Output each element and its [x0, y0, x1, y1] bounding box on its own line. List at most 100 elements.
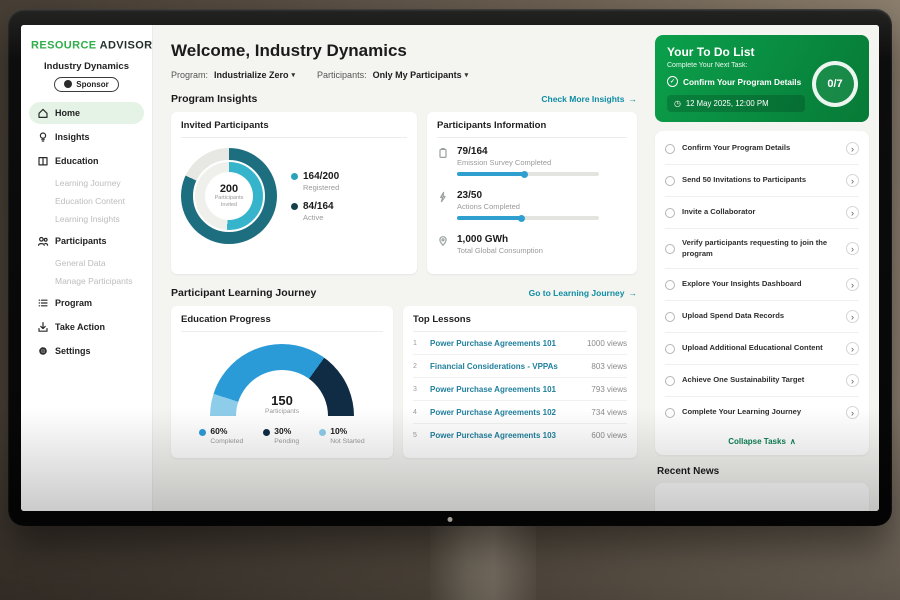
task-chevron-button[interactable]: ›	[846, 310, 859, 324]
task-chevron-button[interactable]: ›	[846, 278, 859, 292]
lesson-link[interactable]: Power Purchase Agreements 101	[430, 338, 556, 348]
home-icon	[37, 107, 49, 119]
task-checkbox[interactable]	[665, 243, 675, 254]
sidebar-item-label: Program	[55, 297, 93, 308]
go-to-learning-journey-link[interactable]: Go to Learning Journey →	[529, 288, 637, 298]
legend-item: 84/164 Active	[291, 201, 339, 222]
task-label: Achieve One Sustainability Target	[682, 375, 805, 385]
sidebar-item-learning-insights[interactable]: Learning Insights	[29, 210, 144, 228]
todo-summary-card: Your To Do List Complete Your Next Task:…	[655, 35, 869, 122]
sidebar-item-learning-journey[interactable]: Learning Journey	[29, 174, 144, 192]
task-chevron-button[interactable]: ›	[846, 374, 859, 388]
task-chevron-button[interactable]: ›	[846, 342, 859, 356]
legend-value: 84/164	[303, 200, 334, 212]
progress-track	[457, 170, 599, 178]
main-content: Welcome, Industry Dynamics Program: Indu…	[153, 25, 651, 511]
progress-fill-0	[457, 170, 529, 178]
stat-value: 1,000 GWh	[457, 234, 509, 245]
task-chevron-button[interactable]: ›	[846, 142, 859, 155]
lesson-link[interactable]: Power Purchase Agreements 102	[430, 407, 556, 417]
education-gauge-fill	[210, 344, 354, 416]
sidebar-nav: Home Insights Education Learning Journey…	[29, 101, 144, 362]
task-item[interactable]: Explore Your Insights Dashboard ›	[665, 269, 859, 302]
legend-label: Registered	[303, 182, 340, 192]
todo-next-task-label: Confirm Your Program Details	[683, 76, 802, 87]
lesson-row: 3 Power Purchase Agreements 101 793 view…	[413, 378, 627, 401]
sidebar-item-take-action[interactable]: Take Action	[29, 316, 144, 338]
sidebar-item-label: Learning Insights	[55, 213, 120, 224]
logo-plus: +	[152, 37, 158, 46]
sidebar-item-insights[interactable]: Insights	[29, 126, 144, 148]
task-item[interactable]: Complete Your Learning Journey ›	[665, 397, 859, 428]
legend-item: 10% Not Started	[319, 426, 365, 445]
invited-total: 200	[219, 182, 239, 195]
task-checkbox[interactable]	[665, 175, 675, 186]
task-checkbox[interactable]	[665, 375, 675, 386]
task-checkbox[interactable]	[665, 311, 675, 322]
education-gauge-center: 150 Participants	[210, 393, 354, 415]
learning-journey-title: Participant Learning Journey	[171, 287, 317, 299]
task-label: Upload Additional Educational Content	[682, 343, 823, 353]
collapse-tasks-button[interactable]: Collapse Tasks ∧	[665, 428, 859, 453]
task-checkbox[interactable]	[665, 143, 675, 154]
sidebar-item-manage-participants[interactable]: Manage Participants	[29, 272, 144, 290]
task-chevron-button[interactable]: ›	[846, 242, 859, 256]
legend-value: 30%	[274, 426, 292, 436]
legend-item: 60% Completed	[199, 426, 243, 445]
lesson-link[interactable]: Power Purchase Agreements 101	[430, 384, 556, 394]
task-checkbox[interactable]	[665, 407, 675, 418]
lesson-rank: 3	[413, 385, 417, 393]
sidebar-item-education[interactable]: Education	[29, 150, 144, 172]
legend-label: Active	[303, 212, 324, 222]
invited-donut-center: 200 Participants Invited	[205, 172, 253, 220]
education-gauge: 150 Participants	[210, 344, 354, 416]
org-name: Industry Dynamics	[44, 60, 129, 72]
sidebar-item-general-data[interactable]: General Data	[29, 254, 144, 272]
card-title: Top Lessons	[413, 314, 627, 332]
task-item[interactable]: Confirm Your Program Details ›	[665, 133, 859, 165]
legend-dot	[263, 428, 271, 436]
sidebar-item-participants[interactable]: Participants	[29, 230, 144, 252]
task-item[interactable]: Upload Additional Educational Content ›	[665, 333, 859, 366]
task-label: Confirm Your Program Details	[682, 143, 791, 153]
lesson-views: 793 views	[591, 384, 627, 394]
sidebar-item-education-content[interactable]: Education Content	[29, 192, 144, 210]
task-item[interactable]: Achieve One Sustainability Target ›	[665, 365, 859, 398]
link-label: Go to Learning Journey	[528, 288, 625, 298]
lesson-link[interactable]: Financial Considerations - VPPAs	[430, 361, 558, 371]
sponsor-badge[interactable]: Sponsor	[54, 76, 119, 92]
participants-information-card: Participants Information 79/164 Emission…	[427, 112, 637, 274]
education-legend: 60% Completed 30% Pending 10% Not Starte…	[199, 426, 365, 445]
sidebar-item-label: Education Content	[55, 195, 125, 206]
lesson-row: 5 Power Purchase Agreements 103 600 view…	[413, 424, 627, 446]
news-card	[655, 483, 869, 511]
task-checkbox[interactable]	[665, 343, 675, 354]
lesson-link[interactable]: Power Purchase Agreements 103	[430, 430, 556, 440]
lesson-rank: 5	[413, 431, 417, 439]
task-label: Invite a Collaborator	[682, 207, 756, 217]
check-more-insights-link[interactable]: Check More Insights →	[541, 94, 637, 104]
lesson-row: 1 Power Purchase Agreements 101 1000 vie…	[413, 332, 627, 355]
card-title: Participants Information	[437, 120, 627, 138]
sponsor-label: Sponsor	[76, 79, 109, 89]
task-item[interactable]: Invite a Collaborator ›	[665, 197, 859, 229]
welcome-heading: Welcome, Industry Dynamics	[171, 41, 407, 60]
task-item[interactable]: Send 50 Invitations to Participants ›	[665, 165, 859, 197]
task-chevron-button[interactable]: ›	[846, 406, 859, 420]
sidebar-item-home[interactable]: Home	[29, 101, 144, 124]
task-label: Upload Spend Data Records	[682, 311, 785, 321]
task-chevron-button[interactable]: ›	[846, 174, 859, 187]
lesson-rank: 1	[413, 339, 417, 347]
task-checkbox[interactable]	[665, 279, 675, 290]
legend-dot	[291, 172, 298, 180]
task-checkbox[interactable]	[665, 207, 675, 218]
task-chevron-button[interactable]: ›	[846, 206, 859, 219]
task-item[interactable]: Upload Spend Data Records ›	[665, 301, 859, 334]
task-item[interactable]: Verify participants requesting to join t…	[665, 229, 859, 270]
program-filter-dropdown[interactable]: Industrialize Zero ▾	[214, 70, 295, 80]
arrow-right-icon: →	[628, 94, 638, 104]
participants-filter-dropdown[interactable]: Only My Participants ▾	[373, 70, 469, 80]
invited-participants-card: Invited Participants 200 Participants In…	[171, 112, 417, 274]
sidebar-item-settings[interactable]: Settings	[29, 340, 144, 362]
sidebar-item-program[interactable]: Program	[29, 292, 144, 314]
